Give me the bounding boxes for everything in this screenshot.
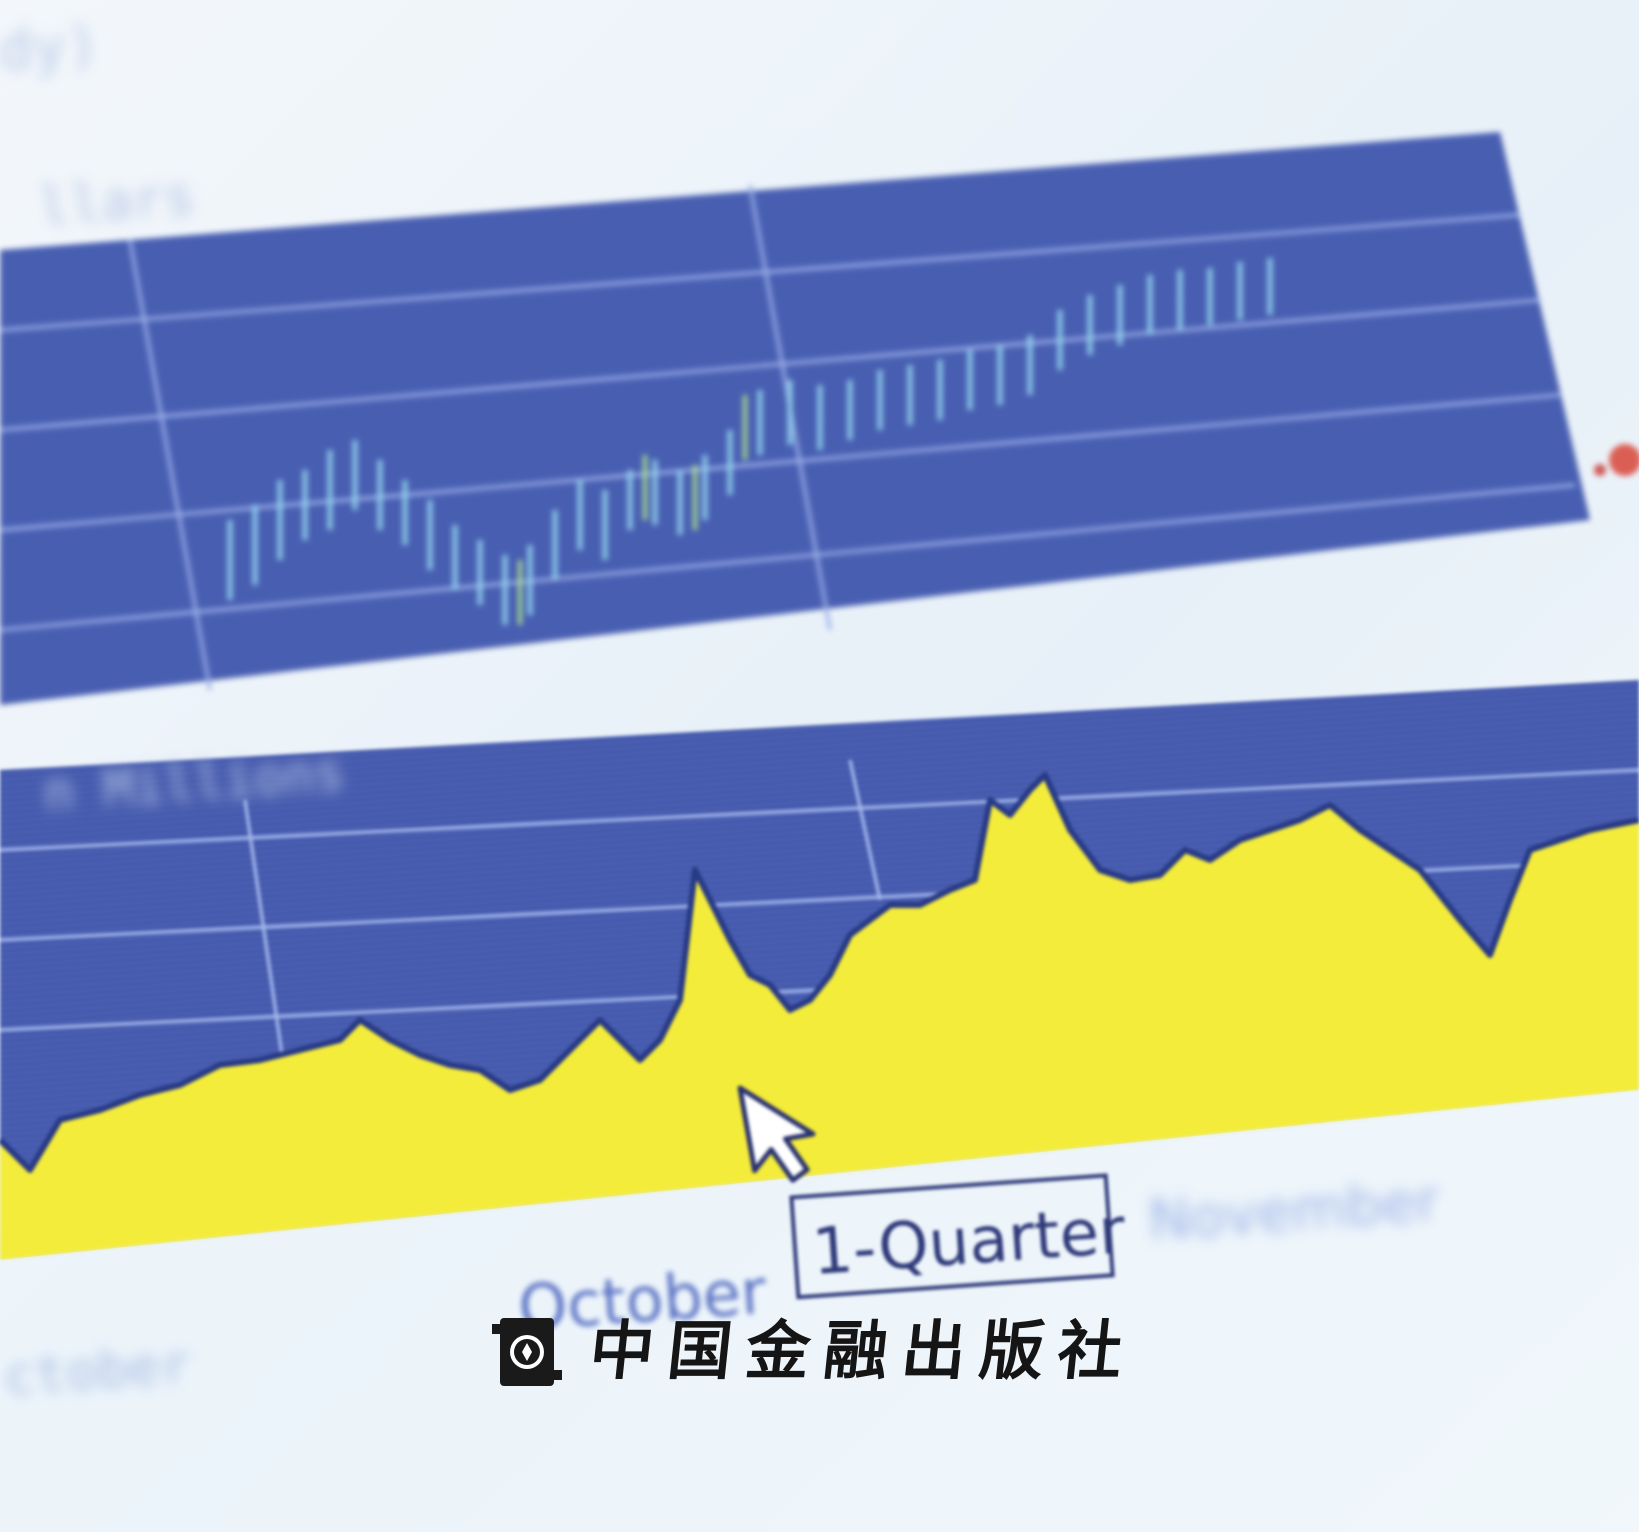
publisher-mark: 中国金融出版社: [492, 1312, 1140, 1392]
top-axis-label: dy): [0, 12, 102, 84]
red-smudge: [1594, 444, 1639, 476]
x-axis-label-center: October: [516, 1255, 769, 1345]
publisher-seal-icon: [492, 1318, 562, 1386]
upper-chart-panel: [0, 132, 1590, 705]
lower-chart-panel: [0, 680, 1639, 1260]
area-series-line: [0, 772, 1639, 1173]
upper-panel-label: llars: [37, 167, 197, 238]
arrow-pointer-icon: [737, 1085, 816, 1183]
area-series-fill: [0, 775, 1639, 1260]
x-axis-label-left: ctober: [2, 1335, 194, 1408]
lower-panel-base: [0, 1090, 1639, 1532]
publisher-name: 中国金融出版社: [586, 1314, 1140, 1389]
